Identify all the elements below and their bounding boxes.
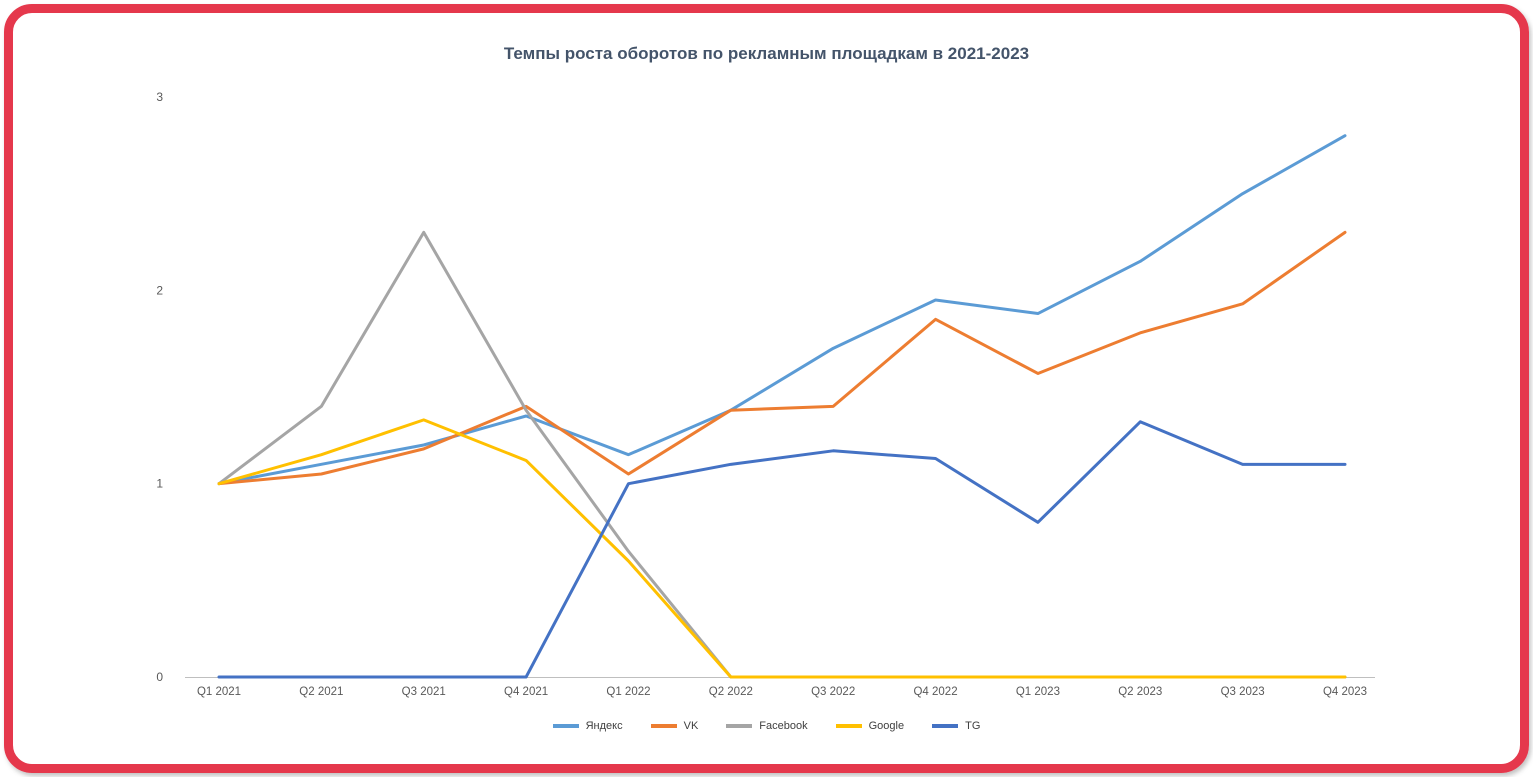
- x-tick-label: Q4 2022: [913, 686, 957, 698]
- legend-item: Facebook: [726, 720, 808, 732]
- x-tick-label: Q4 2021: [504, 686, 548, 698]
- legend-swatch: [932, 724, 959, 728]
- legend-swatch: [650, 724, 677, 728]
- series-line-facebook: [217, 230, 1347, 679]
- chart-title: Темпы роста оборотов по рекламным площад…: [503, 44, 1030, 63]
- legend-label: VK: [683, 720, 699, 732]
- x-tick-label: Q1 2022: [606, 686, 650, 698]
- legend-item: TG: [932, 720, 980, 732]
- y-tick-label: 3: [156, 90, 163, 104]
- x-tick-label: Q4 2023: [1323, 686, 1367, 698]
- chart-legend: Яндекс VK Facebook Google TG: [0, 720, 1533, 732]
- series-line-google: [217, 418, 1347, 679]
- legend-label: Google: [868, 720, 905, 732]
- series-line-яндекс: [217, 134, 1347, 486]
- legend-label: Яндекс: [585, 720, 623, 732]
- x-tick-label: Q2 2021: [299, 686, 343, 698]
- y-tick-label: 0: [156, 670, 163, 684]
- x-tick-label: Q1 2021: [197, 686, 241, 698]
- x-tick-label: Q3 2022: [811, 686, 855, 698]
- series-line-tg: [217, 420, 1347, 679]
- legend-item: Google: [835, 720, 905, 732]
- y-tick-label: 1: [156, 477, 163, 491]
- legend-swatch: [552, 724, 579, 728]
- legend-swatch: [835, 724, 862, 728]
- x-tick-label: Q3 2023: [1221, 686, 1265, 698]
- x-tick-label: Q3 2021: [402, 686, 446, 698]
- x-tick-label: Q2 2023: [1118, 686, 1162, 698]
- x-tick-label: Q1 2023: [1016, 686, 1060, 698]
- y-tick-label: 2: [156, 283, 163, 297]
- legend-label: Facebook: [759, 720, 808, 732]
- x-tick-label: Q2 2022: [709, 686, 753, 698]
- legend-item: VK: [650, 720, 699, 732]
- legend-swatch: [726, 724, 753, 728]
- legend-item: Яндекс: [552, 720, 623, 732]
- legend-label: TG: [965, 720, 981, 732]
- series-line-vk: [217, 230, 1347, 486]
